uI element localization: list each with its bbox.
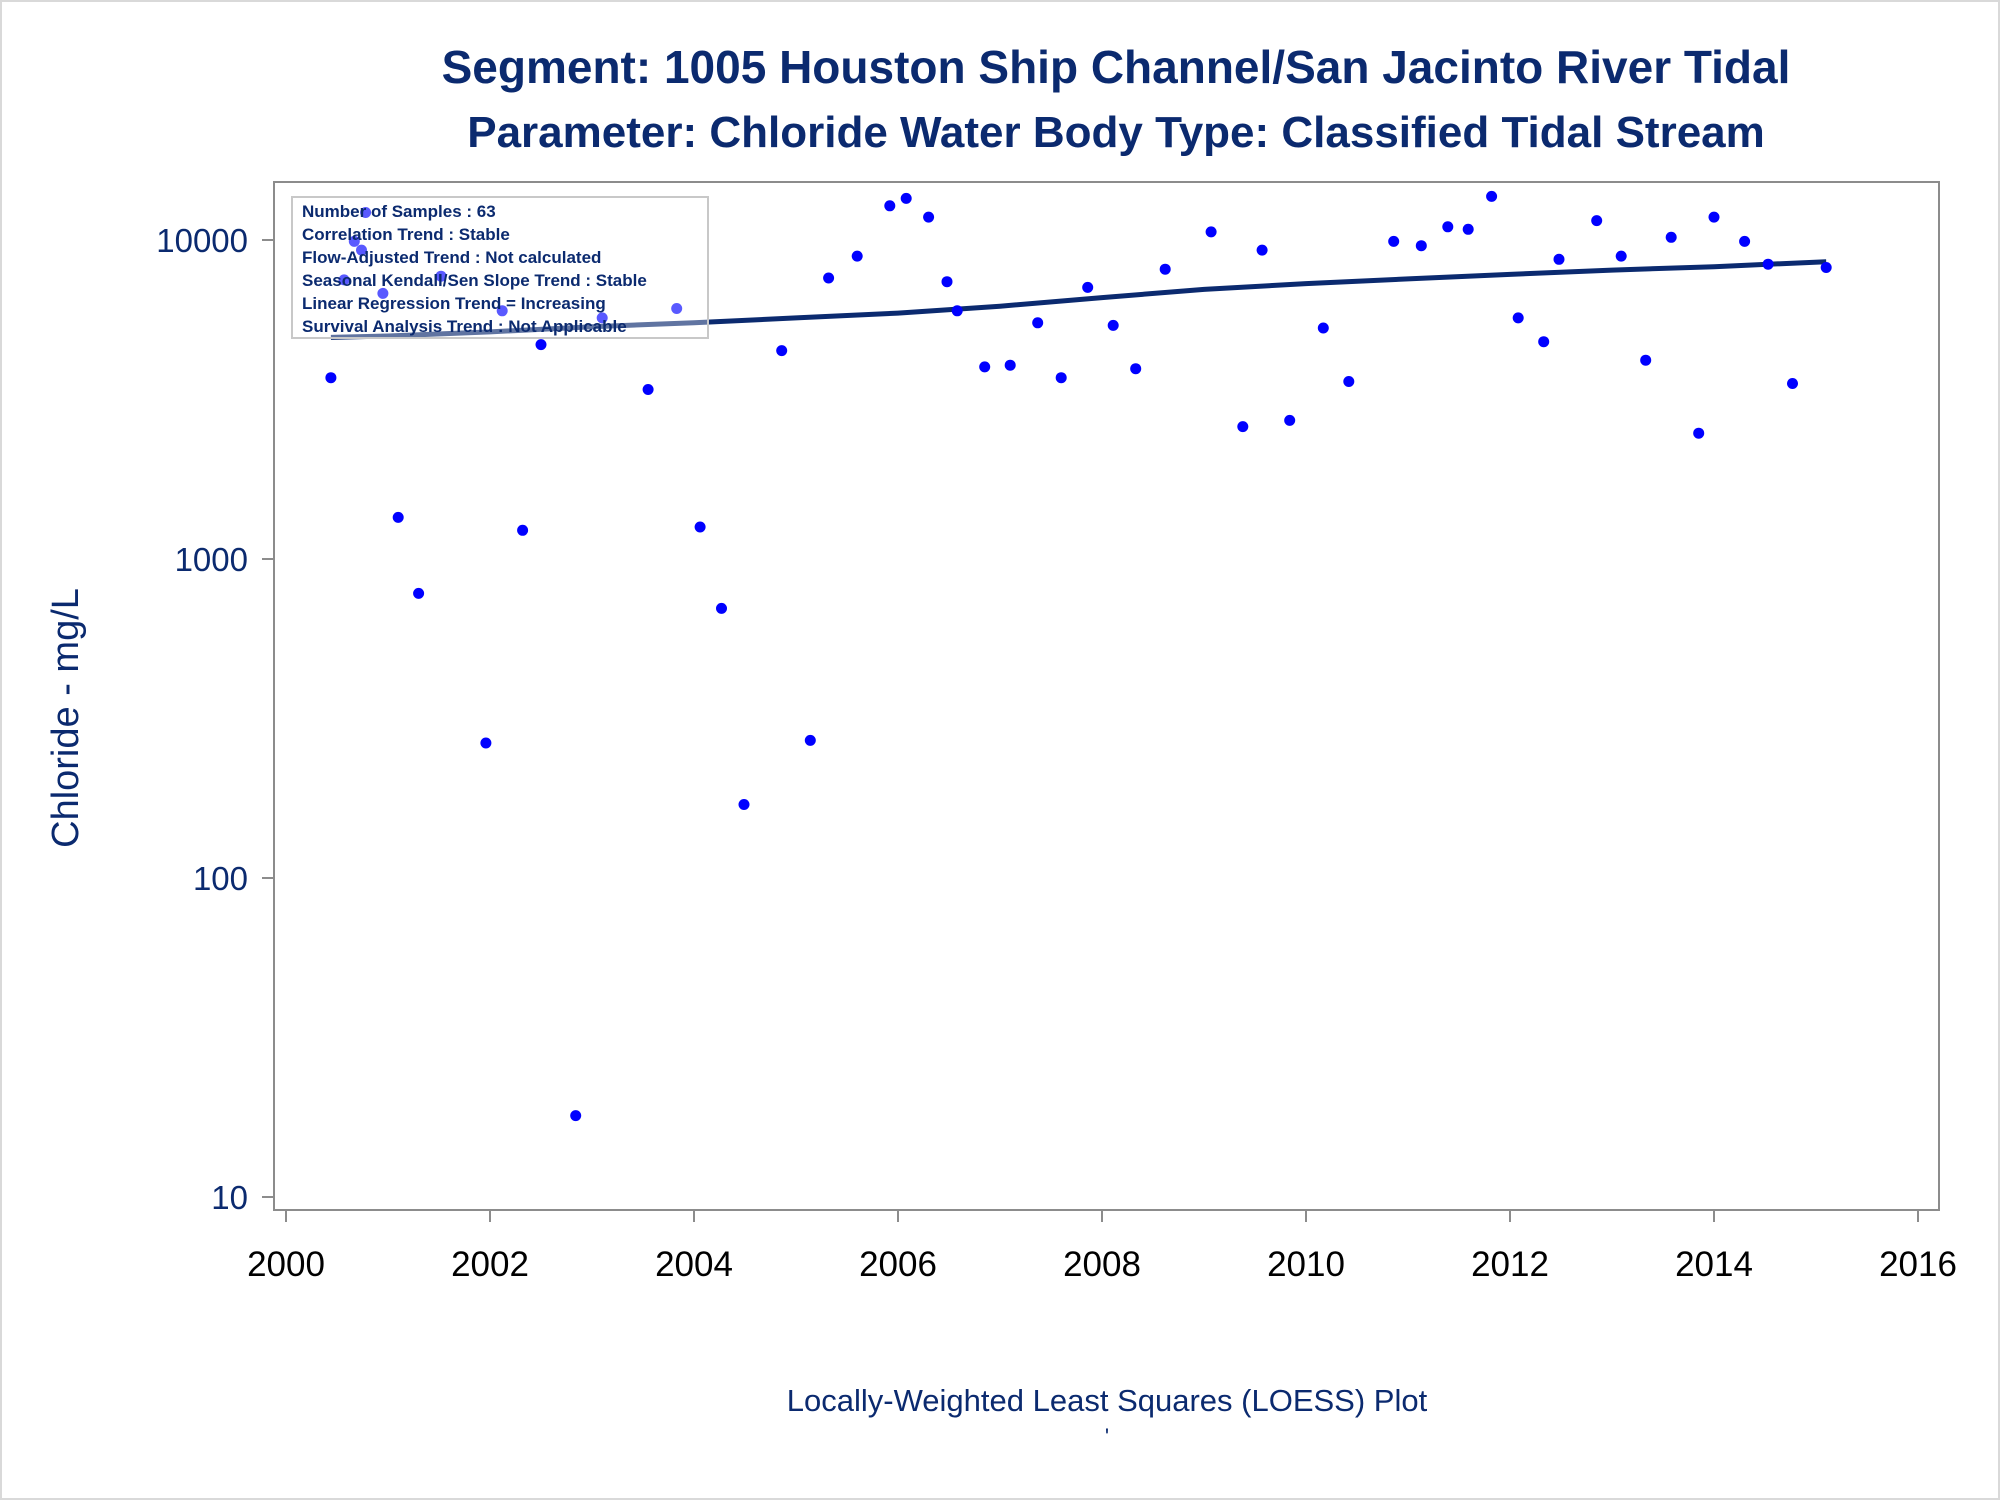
data-point [1615, 250, 1627, 262]
data-point [1538, 336, 1550, 348]
data-point [738, 799, 750, 810]
chart-title: Segment: 1005 Houston Ship Channel/San J… [442, 41, 1791, 93]
data-point [900, 192, 912, 204]
info-line: Correlation Trend : Stable [302, 225, 510, 244]
data-point [1512, 312, 1524, 324]
info-line: Number of Samples : 63 [302, 202, 496, 221]
x-tick-label: 2012 [1471, 1245, 1549, 1284]
x-tick-label: 2000 [247, 1245, 325, 1284]
data-point [1739, 235, 1751, 247]
y-tick-label: 10 [211, 1179, 248, 1216]
data-point [348, 235, 360, 247]
data-point [1762, 258, 1774, 270]
data-point [1159, 263, 1171, 275]
data-point [671, 303, 683, 314]
data-point [377, 287, 389, 299]
info-line: Linear Regression Trend = Increasing [302, 294, 606, 313]
data-point [1284, 414, 1296, 426]
data-point [1237, 421, 1249, 433]
data-point [338, 274, 350, 286]
sample-points [325, 190, 1832, 1122]
data-point [1415, 240, 1427, 252]
data-point [941, 276, 953, 288]
data-point [1442, 221, 1454, 233]
x-tick-label: 2006 [859, 1245, 937, 1284]
plot-area [273, 181, 1940, 1211]
data-point [923, 211, 935, 223]
x-tick-label: 2016 [1879, 1245, 1957, 1284]
data-point [1388, 235, 1400, 247]
data-point [1343, 376, 1355, 387]
data-point [392, 511, 404, 523]
data-point [951, 305, 963, 317]
info-line: Seasonal Kendall/Sen Slope Trend : Stabl… [302, 271, 647, 290]
data-point [325, 372, 337, 384]
data-point [1082, 281, 1094, 293]
data-point [1787, 378, 1798, 389]
data-point [1462, 223, 1474, 235]
data-point [1256, 244, 1268, 256]
footnote: ' [1105, 1424, 1109, 1449]
info-line: Flow-Adjusted Trend : Not calculated [302, 248, 601, 267]
x-axis: 2000 2002 2004 2006 2008 2010 2012 2014 2016 [247, 1210, 1957, 1284]
data-point [1205, 226, 1217, 238]
x-tick-label: 2008 [1063, 1245, 1141, 1284]
data-point [776, 345, 788, 357]
data-point [716, 602, 727, 614]
y-axis-label: Chloride - mg/L [45, 588, 87, 848]
data-point [1820, 262, 1832, 273]
data-point [496, 305, 508, 317]
data-point [1553, 253, 1565, 265]
data-point [596, 312, 608, 324]
data-point [1107, 319, 1119, 331]
data-point [804, 734, 816, 746]
info-box-lines: Number of Samples : 63 Correlation Trend … [302, 202, 647, 336]
data-point [1665, 231, 1677, 243]
y-tick-label: 100 [193, 860, 248, 897]
data-point [1055, 372, 1067, 384]
data-point [884, 200, 896, 212]
data-point [1591, 215, 1603, 227]
info-line: Survival Analysis Trend : Not Applicable [302, 317, 627, 336]
data-point [356, 244, 367, 256]
loess-trend-line [330, 259, 1827, 340]
data-point [1004, 359, 1016, 371]
data-point [570, 1110, 582, 1122]
y-axis: 10 100 1000 10000 [156, 222, 274, 1216]
data-point [480, 737, 492, 749]
chart-subtitle: Parameter: Chloride Water Body Type: Cla… [467, 108, 1765, 157]
x-tick-label: 2002 [451, 1245, 529, 1284]
info-box [291, 196, 709, 339]
data-point [535, 339, 547, 351]
data-point [694, 521, 706, 533]
data-point [823, 272, 835, 284]
x-tick-label: 2014 [1675, 1245, 1753, 1284]
data-point [979, 361, 991, 373]
data-point [1708, 211, 1720, 223]
x-axis-label: Locally-Weighted Least Squares (LOESS) P… [787, 1383, 1428, 1418]
data-point [642, 384, 654, 395]
data-point [1640, 354, 1652, 366]
data-point [435, 270, 447, 282]
data-point [1130, 363, 1142, 375]
data-point [517, 524, 529, 536]
data-point [1693, 427, 1705, 439]
data-point [413, 587, 425, 599]
x-tick-label: 2004 [655, 1245, 733, 1284]
data-point [360, 207, 372, 218]
y-tick-label: 10000 [156, 222, 248, 259]
y-tick-label: 1000 [175, 541, 248, 578]
data-point [1486, 190, 1498, 202]
data-point [1032, 317, 1044, 329]
x-tick-label: 2010 [1267, 1245, 1345, 1284]
data-point [851, 250, 863, 262]
data-point [1317, 322, 1329, 334]
